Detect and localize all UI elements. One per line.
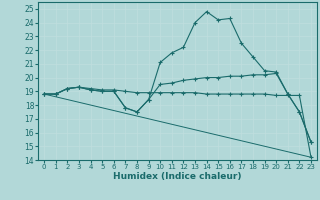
X-axis label: Humidex (Indice chaleur): Humidex (Indice chaleur): [113, 172, 242, 181]
